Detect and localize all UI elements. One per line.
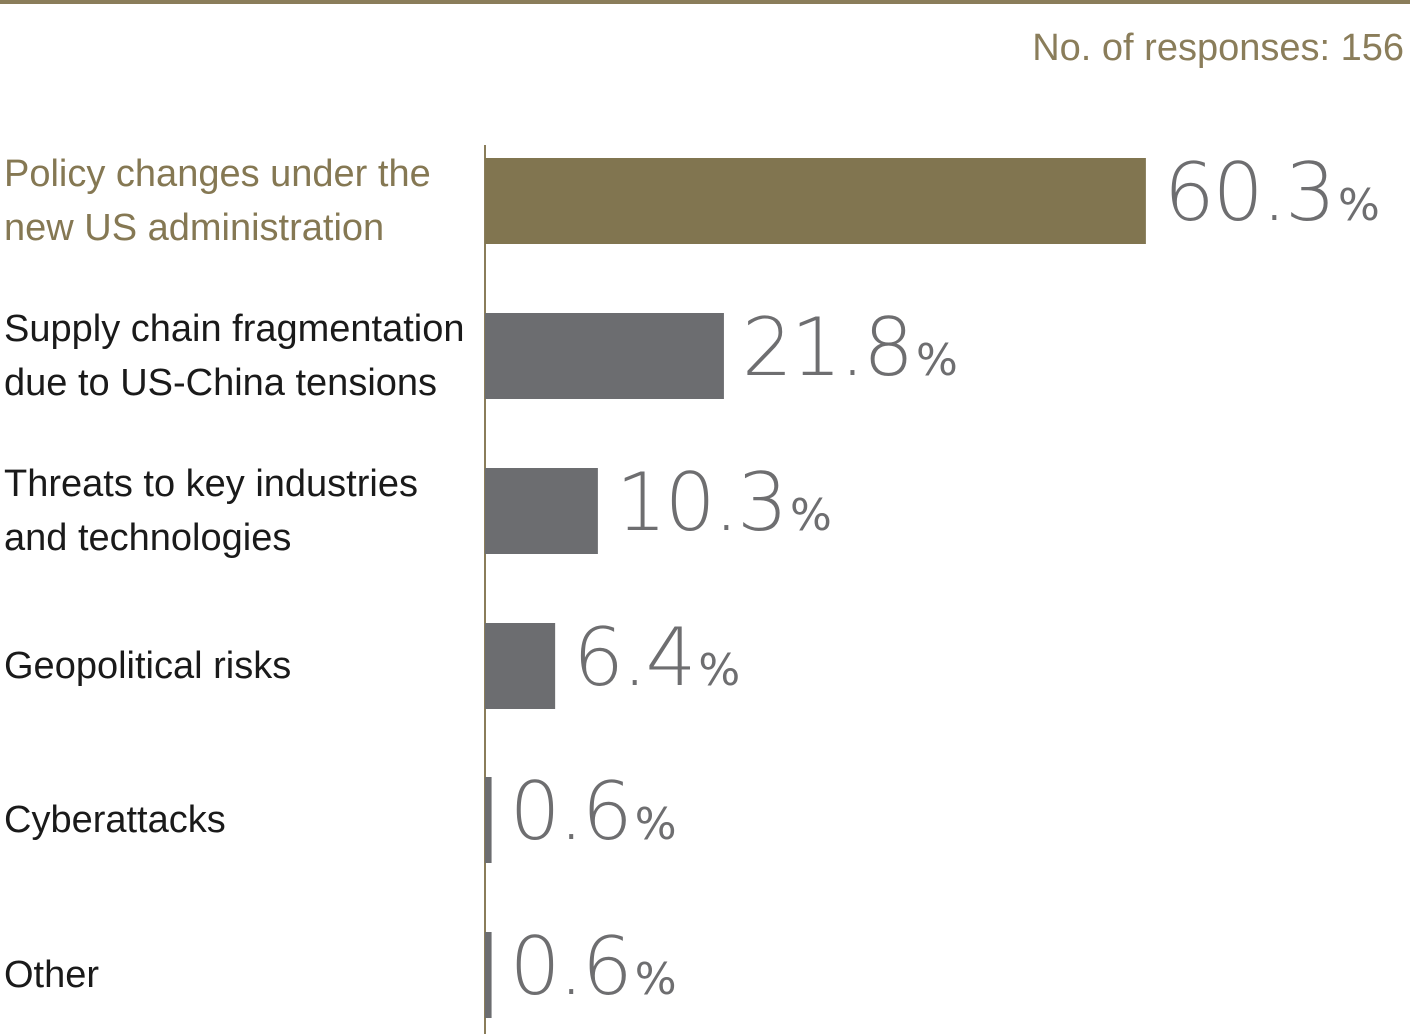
value-unit: % — [634, 954, 677, 1005]
value-label: 0.6% — [510, 765, 677, 858]
category-label-line: Cyberattacks — [4, 799, 226, 841]
value-number: 6.4 — [573, 611, 696, 704]
responses-count: No. of responses: 156 — [1032, 27, 1404, 69]
value-number: 21.8 — [741, 301, 914, 394]
category-label-line: due to US-China tensions — [4, 362, 438, 404]
value-unit: % — [634, 799, 677, 850]
category-label-line: Other — [4, 954, 100, 996]
category-label-line: new US administration — [4, 207, 385, 249]
bar — [485, 623, 556, 709]
category-label: Geopolitical risks — [4, 639, 474, 693]
category-label: Other — [4, 948, 474, 1002]
value-label: 60.3% — [1164, 146, 1380, 239]
category-label-line: and technologies — [4, 517, 292, 559]
category-label-line: Geopolitical risks — [4, 645, 292, 687]
category-label-line: Threats to key industries — [4, 463, 418, 505]
value-unit: % — [1338, 180, 1380, 231]
bar — [485, 932, 492, 1018]
category-label: Supply chain fragmentation due to US-Chin… — [4, 302, 474, 410]
value-unit: % — [698, 645, 741, 696]
value-number: 0.6 — [509, 765, 633, 858]
value-label: 10.3% — [616, 456, 832, 549]
value-number: 0.6 — [509, 920, 633, 1013]
category-label-line: Supply chain fragmentation — [4, 308, 465, 350]
bar — [485, 313, 724, 399]
value-unit: % — [916, 335, 958, 386]
value-label: 21.8% — [742, 301, 958, 394]
value-label: 0.6% — [510, 920, 677, 1013]
bar — [485, 158, 1146, 244]
category-label: Threats to key industries and technologie… — [4, 457, 474, 565]
value-label: 6.4% — [573, 611, 740, 704]
bar — [485, 777, 492, 863]
value-number: 60.3 — [1163, 146, 1336, 239]
value-unit: % — [790, 490, 832, 541]
category-label: Policy changes under the new US administr… — [4, 147, 474, 255]
top-rule — [0, 0, 1410, 4]
category-label-line: Policy changes under the — [4, 153, 431, 195]
bar — [485, 468, 598, 554]
value-number: 10.3 — [615, 456, 788, 549]
category-label: Cyberattacks — [4, 793, 474, 847]
